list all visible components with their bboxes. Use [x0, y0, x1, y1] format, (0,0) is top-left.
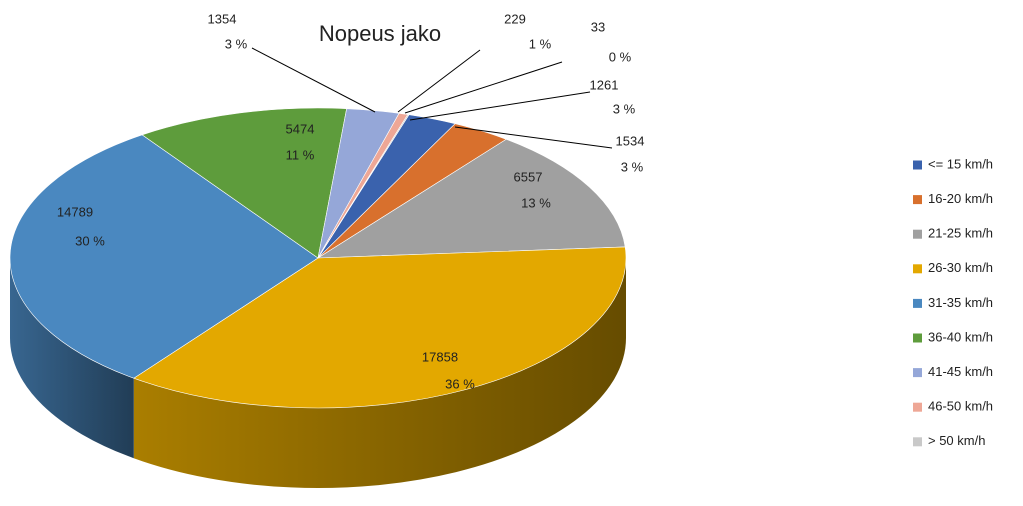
legend-label: > 50 km/h — [928, 433, 985, 448]
legend-label: 46-50 km/h — [928, 399, 993, 414]
slice — [316, 138, 626, 259]
legend-swatch — [913, 333, 922, 343]
value-label: 6557 — [514, 169, 543, 184]
leader-line — [454, 126, 613, 149]
legend-swatch — [913, 229, 922, 239]
percent-label: 0 % — [609, 49, 632, 64]
legend-swatch — [913, 264, 922, 274]
leader-line — [404, 61, 563, 114]
legend-swatch — [913, 195, 922, 205]
value-label: 17858 — [422, 349, 458, 364]
legend-swatch — [913, 368, 922, 378]
legend-label: 31-35 km/h — [928, 295, 993, 310]
legend-label: <= 15 km/h — [928, 156, 993, 171]
slice-side — [133, 258, 626, 489]
percent-label: 11 % — [286, 147, 315, 162]
legend-swatch — [913, 160, 922, 170]
leader-line — [409, 91, 591, 121]
slice — [9, 134, 319, 379]
slice — [317, 114, 410, 259]
legend-swatch — [913, 298, 922, 308]
percent-label: 3 % — [613, 101, 636, 116]
legend-swatch — [913, 402, 922, 412]
percent-label: 1 % — [529, 36, 552, 51]
leader-line — [397, 49, 481, 113]
chart-title: Nopeus jako — [319, 21, 441, 46]
legend-label: 26-30 km/h — [928, 260, 993, 275]
leader-line — [251, 47, 376, 113]
value-label: 1534 — [616, 133, 645, 148]
slice-side — [9, 258, 134, 459]
percent-label: 3 % — [225, 36, 248, 51]
value-label: 14789 — [57, 204, 93, 219]
percent-label: 36 % — [445, 376, 475, 391]
percent-label: 13 % — [521, 195, 551, 210]
slice — [141, 107, 348, 259]
percent-label: 3 % — [621, 159, 644, 174]
legend-swatch — [913, 437, 922, 447]
value-label: 5474 — [286, 121, 315, 136]
legend-label: 41-45 km/h — [928, 364, 993, 379]
percent-label: 30 % — [75, 233, 105, 248]
legend-label: 36-40 km/h — [928, 329, 993, 344]
slice — [133, 246, 627, 409]
value-label: 229 — [504, 11, 526, 26]
legend-label: 21-25 km/h — [928, 226, 993, 241]
value-label: 33 — [591, 19, 605, 34]
legend-label: 16-20 km/h — [928, 191, 993, 206]
value-label: 1354 — [208, 11, 237, 26]
value-label: 1261 — [590, 77, 619, 92]
